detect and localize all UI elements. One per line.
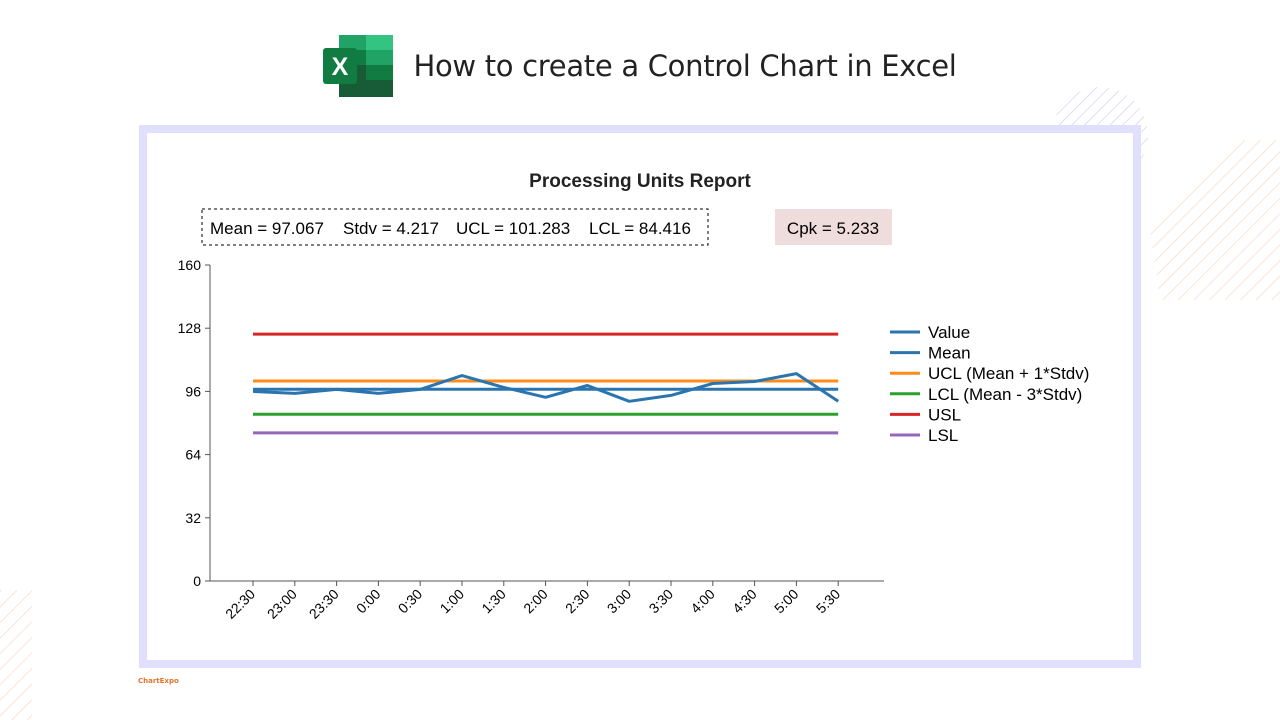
series-line-value: [252, 372, 840, 403]
control-chart: Processing Units Report Mean = 97.067 St…: [178, 171, 1090, 622]
legend-label: Mean: [928, 344, 971, 363]
x-tick-label: 2:30: [562, 586, 593, 617]
legend-label: Value: [928, 323, 970, 342]
y-tick-label: 160: [178, 257, 202, 273]
stats-lcl: LCL = 84.416: [589, 219, 691, 238]
excel-logo-letter: X: [332, 53, 349, 81]
legend-label: UCL (Mean + 1*Stdv): [928, 364, 1089, 383]
legend-label: LSL: [928, 426, 958, 445]
x-tick-label: 0:00: [353, 586, 384, 617]
x-tick-label: 0:30: [395, 586, 426, 617]
x-tick-label: 1:30: [478, 586, 509, 617]
x-tick-label: 4:00: [687, 586, 718, 617]
stats-ucl: UCL = 101.283: [456, 219, 570, 238]
y-tick-label: 64: [185, 447, 201, 463]
excel-logo-icon: X: [323, 35, 394, 97]
cpk-box: [775, 209, 892, 245]
stats-box: [201, 208, 709, 246]
x-tick-label: 2:00: [520, 586, 551, 617]
brand-logo: ChartExpo: [138, 677, 179, 685]
chart-series: [252, 332, 840, 435]
stats-stdv: Stdv = 4.217: [343, 219, 439, 238]
x-tick-label: 3:00: [604, 586, 635, 617]
page-header: X How to create a Control Chart in Excel: [0, 30, 1280, 102]
y-tick-label: 32: [185, 510, 201, 526]
page-title: How to create a Control Chart in Excel: [413, 49, 957, 83]
x-tick-label: 5:00: [771, 586, 802, 617]
x-tick-label: 23:30: [306, 586, 342, 622]
x-tick-label: 1:00: [437, 586, 468, 617]
y-tick-label: 96: [185, 383, 201, 399]
x-tick-label: 3:30: [646, 586, 677, 617]
chart-title: Processing Units Report: [529, 171, 751, 192]
x-tick-label: 4:30: [729, 586, 760, 617]
x-tick-label: 5:30: [813, 586, 844, 617]
stats-mean: Mean = 97.067: [210, 219, 324, 238]
x-tick-label: 23:00: [264, 586, 300, 622]
chart-axes: 0 32 64 96 128 160 22:30 23:00 23:30 0:00 0:30 1:00…: [178, 257, 884, 622]
y-tick-label: 128: [178, 320, 202, 336]
legend-label: USL: [928, 405, 961, 424]
cpk-value: Cpk = 5.233: [787, 219, 879, 238]
chart-frame: Processing Units Report Mean = 97.067 St…: [139, 125, 1141, 668]
x-tick-label: 22:30: [222, 586, 258, 622]
y-tick-label: 0: [193, 573, 201, 589]
legend-label: LCL (Mean - 3*Stdv): [928, 385, 1082, 404]
